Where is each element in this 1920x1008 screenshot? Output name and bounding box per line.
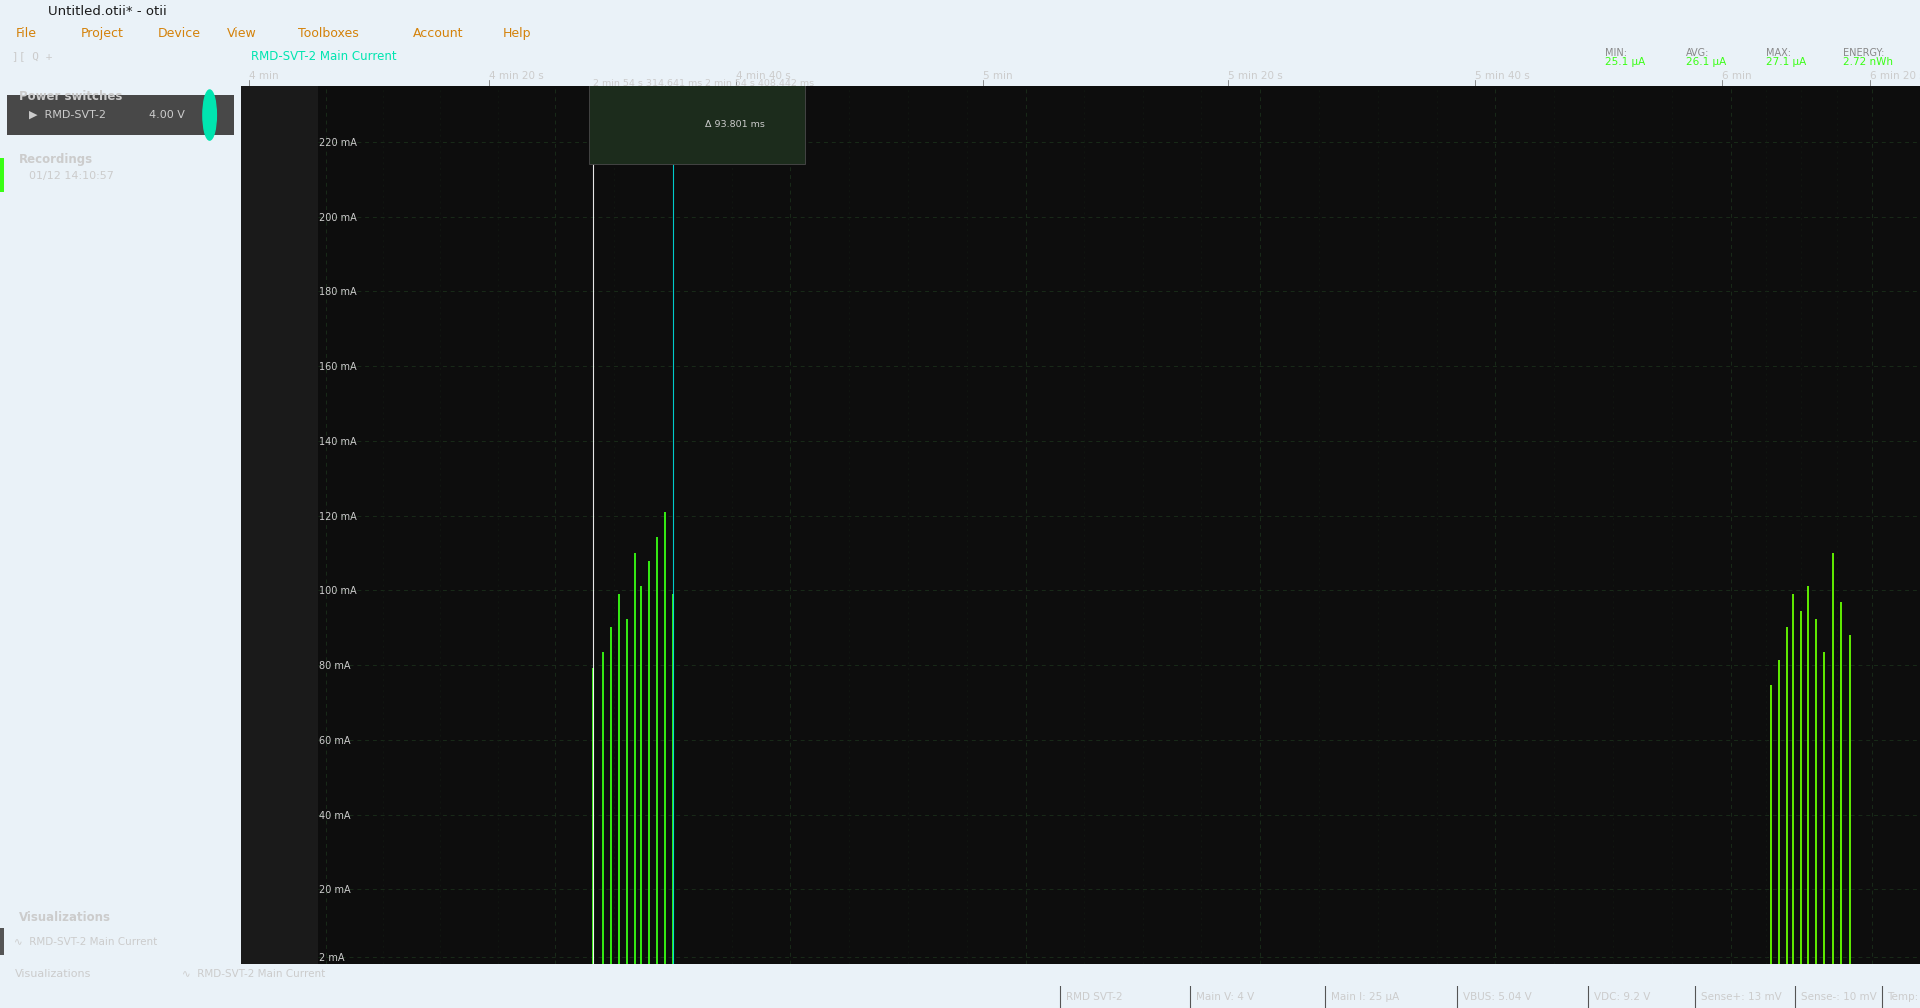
Text: 2 min 54 s 408.442 ms: 2 min 54 s 408.442 ms [705, 79, 814, 88]
Circle shape [204, 90, 217, 140]
Text: MIN:: MIN: [1605, 48, 1626, 58]
Text: ▶  RMD-SVT-2: ▶ RMD-SVT-2 [29, 110, 106, 120]
Text: File: File [15, 26, 36, 39]
Text: Untitled.otii* - otii: Untitled.otii* - otii [48, 4, 167, 17]
Text: 2.72 nWh: 2.72 nWh [1843, 56, 1893, 67]
Text: Device: Device [157, 26, 200, 39]
Text: RMD-SVT-2 Main Current: RMD-SVT-2 Main Current [250, 49, 396, 62]
Text: 5 min 40 s: 5 min 40 s [1475, 72, 1530, 81]
Text: 4 min: 4 min [250, 72, 278, 81]
Text: VDC: 9.2 V: VDC: 9.2 V [1594, 992, 1649, 1002]
Text: Toolboxes: Toolboxes [298, 26, 359, 39]
Text: 4 min 40 s: 4 min 40 s [735, 72, 791, 81]
Text: AVG:: AVG: [1686, 48, 1709, 58]
Text: VBUS: 5.04 V: VBUS: 5.04 V [1463, 992, 1532, 1002]
Text: Sense-: 10 mV: Sense-: 10 mV [1801, 992, 1876, 1002]
Text: Main I: 25 μA: Main I: 25 μA [1331, 992, 1400, 1002]
Text: MAX:: MAX: [1766, 48, 1791, 58]
Text: 01/12 14:10:57: 01/12 14:10:57 [29, 170, 113, 180]
Text: View: View [227, 26, 255, 39]
Text: Visualizations: Visualizations [15, 969, 92, 979]
Text: Recordings: Recordings [19, 153, 94, 166]
Text: Power switches: Power switches [19, 91, 123, 104]
Text: 5 min: 5 min [983, 72, 1012, 81]
Text: Visualizations: Visualizations [19, 911, 111, 924]
Text: ∿  RMD-SVT-2 Main Current: ∿ RMD-SVT-2 Main Current [182, 969, 326, 979]
Text: 5 min 20 s: 5 min 20 s [1229, 72, 1283, 81]
Text: 2 min 54 s 314.641 ms: 2 min 54 s 314.641 ms [593, 79, 703, 88]
Text: Sense+: 13 mV: Sense+: 13 mV [1701, 992, 1782, 1002]
Text: Temp: 23°C: Temp: 23°C [1887, 992, 1920, 1002]
FancyBboxPatch shape [589, 68, 804, 164]
Bar [0, 157, 4, 192]
Text: Δ 93.801 ms: Δ 93.801 ms [705, 120, 764, 129]
Text: 27.1 μA: 27.1 μA [1766, 56, 1807, 67]
Text: 26.1 μA: 26.1 μA [1686, 56, 1726, 67]
Text: ENERGY:: ENERGY: [1843, 48, 1885, 58]
Text: RMD SVT-2: RMD SVT-2 [1066, 992, 1121, 1002]
Text: Project: Project [81, 26, 123, 39]
Text: 4 min 20 s: 4 min 20 s [490, 72, 543, 81]
Text: 4.00 V: 4.00 V [150, 110, 184, 120]
Text: 6 min 20 s: 6 min 20 s [1870, 72, 1920, 81]
Text: 25.1 μA: 25.1 μA [1605, 56, 1645, 67]
Text: 6 min: 6 min [1722, 72, 1751, 81]
Text: Account: Account [413, 26, 463, 39]
Text: ∿  RMD-SVT-2 Main Current: ∿ RMD-SVT-2 Main Current [15, 937, 157, 948]
Bar [8, 95, 234, 135]
Text: Help: Help [503, 26, 532, 39]
Bar [0, 928, 4, 955]
Text: ][ Q +: ][ Q + [12, 51, 52, 61]
Text: Main V: 4 V: Main V: 4 V [1196, 992, 1254, 1002]
